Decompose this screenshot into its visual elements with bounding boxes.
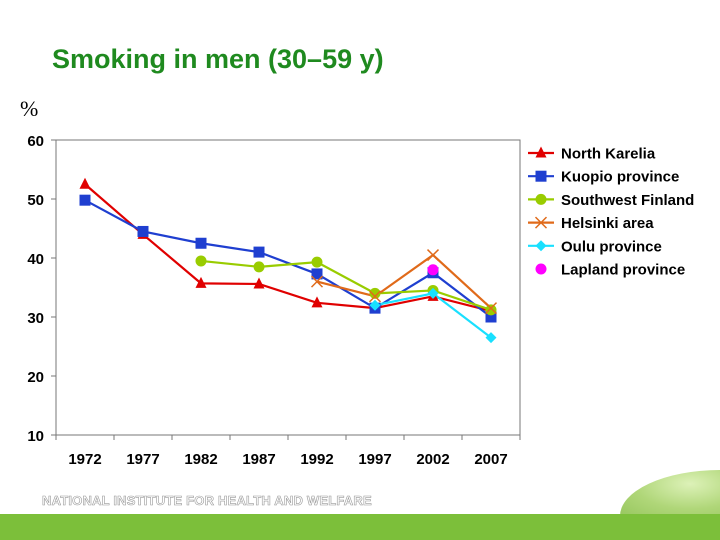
y-tick-label: 10 [27,428,44,445]
series-line-southwest-finland [200,259,492,311]
data-point-kuopio-province [79,194,91,206]
legend-label: Lapland province [561,262,685,279]
y-tick-label: 30 [27,310,44,327]
data-point-oulu-province [427,287,439,299]
data-point-oulu-province [485,332,497,344]
data-point-southwest-finland [369,287,381,299]
data-point-southwest-finland [253,261,265,273]
data-point-southwest-finland [195,255,207,267]
legend-marker [535,146,547,158]
x-tick-label: 1977 [126,451,159,468]
series-line-helsinki-area [316,253,492,309]
data-point-north-karelia [311,296,323,308]
legend-label: North Karelia [561,146,656,163]
data-point-southwest-finland [311,256,323,268]
y-unit-label: % [20,96,39,121]
legend-marker [535,170,547,182]
data-point-kuopio-province [311,268,323,280]
data-point-helsinki-area [310,275,324,288]
legend-label: Oulu province [561,238,662,255]
plot-area [55,139,521,436]
y-tick-label: 50 [27,192,44,209]
x-tick-label: 2007 [474,451,507,468]
footer-bar [0,514,720,540]
data-point-helsinki-area [426,249,440,262]
data-point-kuopio-province [253,246,265,258]
data-point-kuopio-province [195,237,207,249]
data-point-kuopio-province [137,225,149,237]
data-point-lapland-province [427,264,439,276]
y-tick-label: 20 [27,369,44,386]
slide-title: Smoking in men (30–59 y) [52,44,384,74]
x-tick-label: 1982 [184,451,217,468]
legend-label: Helsinki area [561,215,654,232]
legend-label: Kuopio province [561,169,679,186]
x-tick-label: 1997 [358,451,391,468]
data-point-north-karelia [79,177,91,189]
y-tick-label: 40 [27,251,44,268]
data-point-southwest-finland [485,304,497,316]
legend-label: Southwest Finland [561,192,694,209]
legend-marker [534,216,548,229]
series-line-kuopio-province [84,199,492,318]
institute-footer: NATIONAL INSTITUTE FOR HEALTH AND WELFAR… [42,493,372,509]
x-tick-label: 2002 [416,451,449,468]
data-point-helsinki-area [368,290,382,303]
series-line-north-karelia [84,183,492,313]
x-tick-label: 1992 [300,451,333,468]
data-point-kuopio-province [485,311,497,323]
data-point-helsinki-area [484,302,498,315]
x-tick-label: 1972 [68,451,101,468]
data-point-oulu-province [369,299,381,311]
data-point-north-karelia [195,276,207,288]
legend-marker [535,263,547,275]
data-point-north-karelia [253,277,265,289]
y-tick-label: 60 [27,133,44,150]
legend-marker [535,193,547,205]
legend-marker [535,240,547,252]
x-tick-label: 1987 [242,451,275,468]
